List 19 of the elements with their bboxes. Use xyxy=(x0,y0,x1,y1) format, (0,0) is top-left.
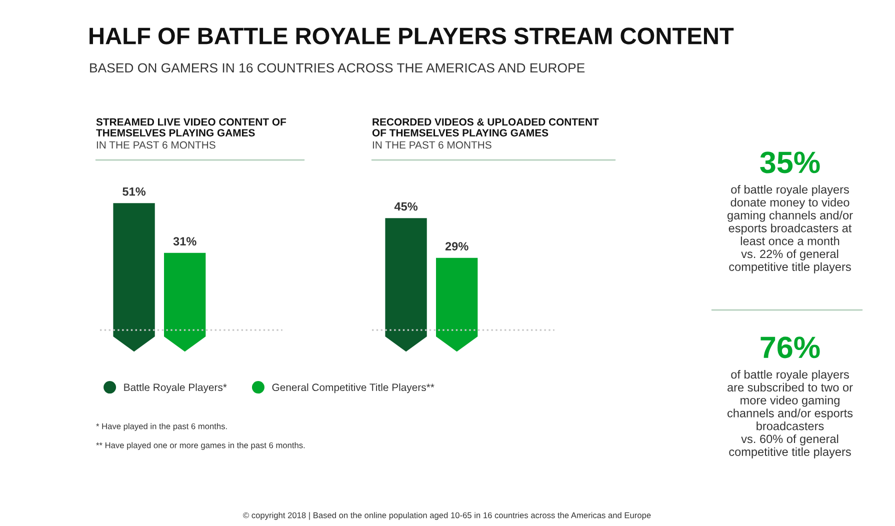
text: of battle royale players donate money to video gaming channels and/or esports broadcasters at least once a month vs. 22% of general competitive title players xyxy=(727,185,853,274)
data-label: 29% xyxy=(445,242,468,250)
text: 76% xyxy=(760,336,820,358)
chart-title: STREAMED LIVE VIDEO CONTENT OF THEMSELVES PLAYING GAMES xyxy=(96,118,286,136)
chart-subtitle: IN THE PAST 6 MONTHS xyxy=(96,141,216,149)
text: ** Have played one or more games in the past 6 months. xyxy=(96,442,305,450)
text: of battle royale players are subscribed to two or more video gaming channels and/or esports broadcasters vs. 60% of general competitive title players xyxy=(728,370,853,458)
data-label: 45% xyxy=(394,202,418,211)
legend-label: Battle Royale Players* xyxy=(124,383,227,394)
text: 35% xyxy=(760,152,820,174)
legend-label: General Competitive Title Players** xyxy=(272,383,434,394)
chart-title: RECORDED VIDEOS & UPLOADED CONTENT OF THEMSELVES PLAYING GAMES xyxy=(372,118,599,136)
data-label: 31% xyxy=(173,237,196,246)
data-label: 51% xyxy=(122,187,146,196)
text: HALF OF BATTLE ROYALE PLAYERS STREAM CONTENT xyxy=(90,28,734,44)
text: © copyright 2018 | Based on the online population aged 10-65 in 16 countries across the Americas and Europe xyxy=(243,512,651,520)
chart-subtitle: IN THE PAST 6 MONTHS xyxy=(372,141,492,149)
text: BASED ON GAMERS IN 16 COUNTRIES ACROSS THE AMERICAS AND EUROPE xyxy=(90,63,585,73)
text: * Have played in the past 6 months. xyxy=(96,423,227,431)
